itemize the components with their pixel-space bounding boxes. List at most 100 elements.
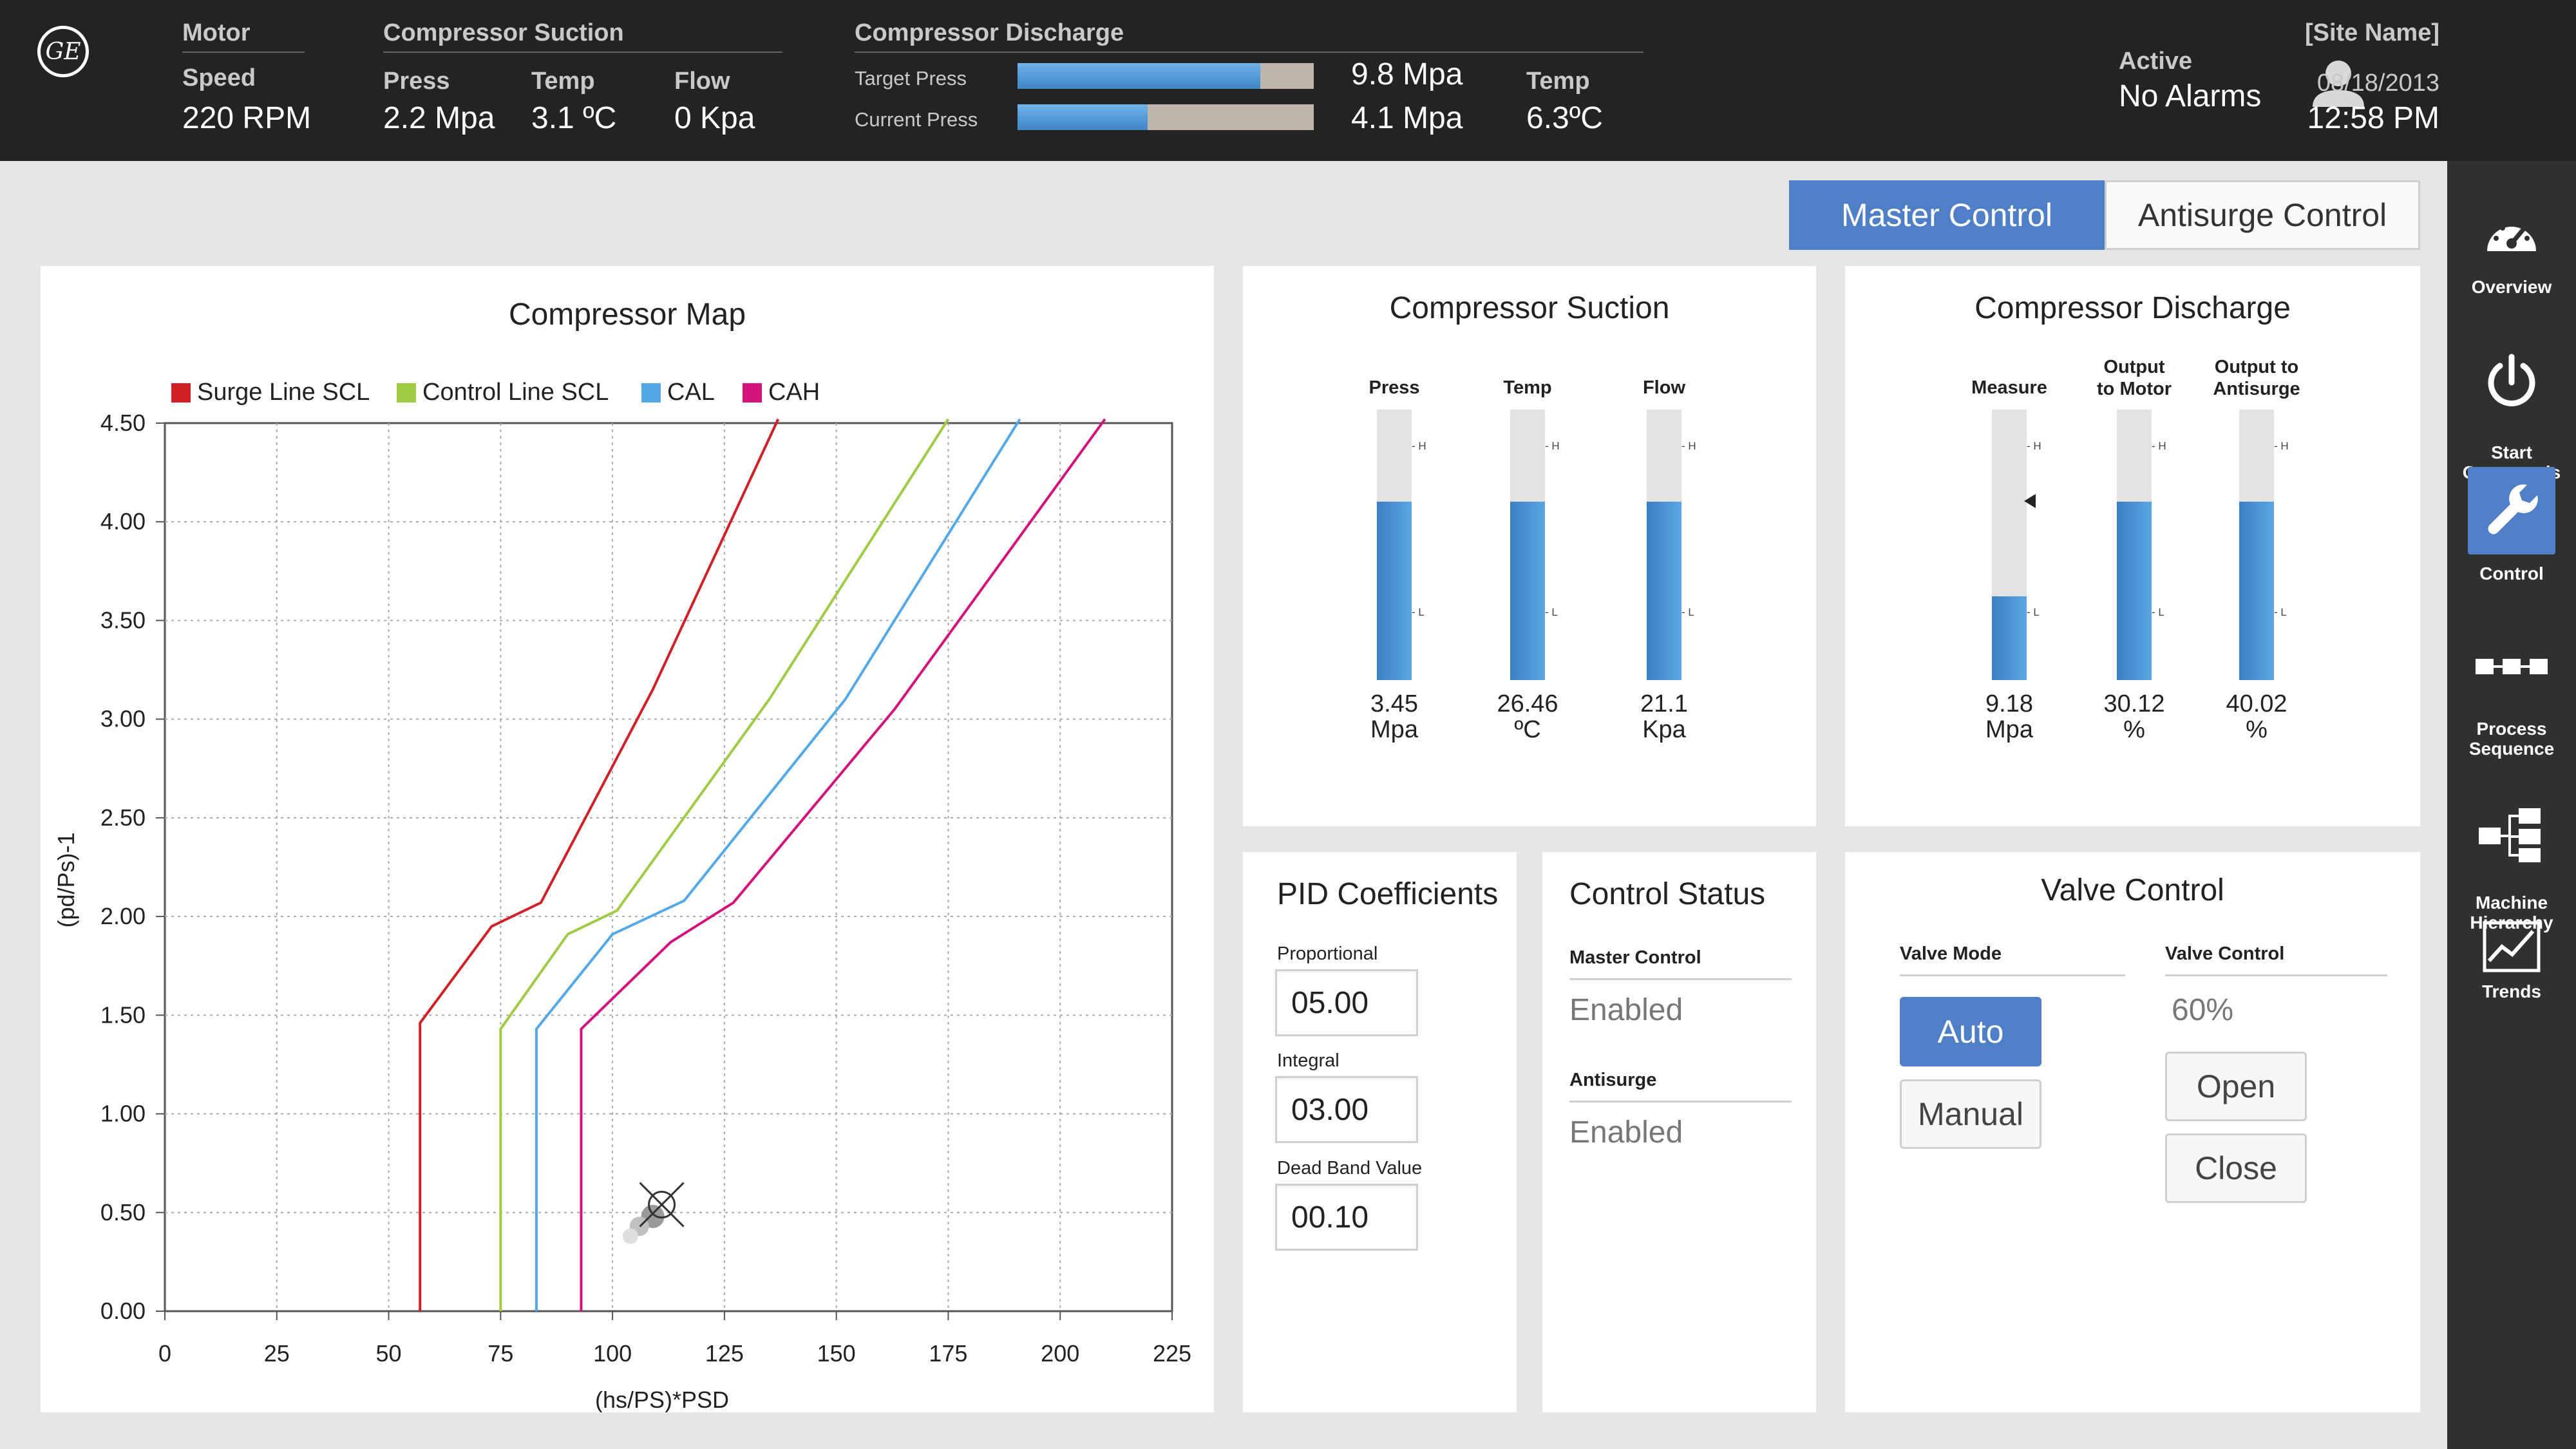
gauge-icon bbox=[2487, 222, 2536, 251]
valve-position-value: 60% bbox=[2172, 993, 2234, 1027]
control-status-title: Control Status bbox=[1569, 877, 1766, 911]
gauge-value-unit: Mpa bbox=[1370, 716, 1418, 743]
x-tick-label: 75 bbox=[488, 1340, 513, 1367]
control-status-panel: Control Status Master Control Enabled An… bbox=[1542, 852, 1816, 1412]
auto-mode-button[interactable]: Auto bbox=[1900, 997, 2041, 1066]
nav-control-label: Control bbox=[2479, 564, 2544, 583]
discharge-temp-value: 6.3ºC bbox=[1526, 101, 1603, 135]
suction-gauge-value: 3.45 Mpa bbox=[1330, 691, 1459, 743]
x-tick-label: 225 bbox=[1153, 1340, 1191, 1367]
dead-band-label: Dead Band Value bbox=[1277, 1158, 1423, 1179]
current-press-value: 4.1 Mpa bbox=[1351, 101, 1463, 135]
low-limit-mark: - L bbox=[1681, 606, 1694, 618]
x-tick-label: 125 bbox=[705, 1340, 744, 1367]
series-line-3 bbox=[580, 418, 1106, 1311]
valve-mode-label: Valve Mode bbox=[1900, 943, 2002, 964]
series-line-1 bbox=[499, 418, 950, 1311]
y-tick-label: 4.00 bbox=[100, 508, 146, 535]
user-icon[interactable] bbox=[2309, 54, 2367, 112]
legend-label: Control Line SCL bbox=[422, 379, 609, 406]
y-tick-label: 2.50 bbox=[100, 804, 146, 831]
operating-point-cross bbox=[639, 1182, 685, 1227]
motor-divider bbox=[182, 52, 305, 53]
dead-band-input[interactable]: 00.10 bbox=[1275, 1184, 1418, 1251]
legend-cal: CAL bbox=[641, 379, 715, 406]
discharge-gauge-label: Measure bbox=[1971, 377, 2047, 398]
suction-gauge-label: Flow bbox=[1642, 377, 1686, 398]
suction-gauge-bar bbox=[1510, 410, 1545, 680]
suction-gauge-bar bbox=[1377, 410, 1412, 680]
y-axis-label: (pd/Ps)-1 bbox=[53, 832, 79, 927]
current-press-bar bbox=[1018, 104, 1314, 130]
discharge-divider bbox=[855, 52, 1643, 53]
nav-machine-hierarchy[interactable]: Machine Hierarchy bbox=[2447, 786, 2576, 933]
integral-label: Integral bbox=[1277, 1050, 1340, 1071]
gauge-value-unit: % bbox=[2246, 716, 2268, 743]
compressor-map-title: Compressor Map bbox=[508, 298, 746, 332]
valve-open-button[interactable]: Open bbox=[2165, 1052, 2307, 1121]
trends-icon bbox=[2483, 921, 2541, 972]
high-limit-mark: - H bbox=[2274, 440, 2289, 452]
alarm-text[interactable]: No Alarms bbox=[2119, 79, 2262, 113]
x-tick-label: 200 bbox=[1041, 1340, 1079, 1367]
integral-input[interactable]: 03.00 bbox=[1275, 1076, 1418, 1143]
suction-gauge-label: Temp bbox=[1503, 377, 1552, 398]
nav-process-sequence-label: Process Sequence bbox=[2468, 719, 2555, 759]
x-axis-label: (hs/PS)*PSD bbox=[595, 1387, 729, 1412]
high-limit-mark: - H bbox=[2027, 440, 2041, 452]
motor-title: Motor bbox=[182, 19, 251, 46]
gauge-value-unit: Kpa bbox=[1642, 716, 1686, 743]
discharge-panel-title: Compressor Discharge bbox=[1975, 291, 2291, 325]
y-tick-label: 3.50 bbox=[100, 607, 146, 633]
x-tick-label: 0 bbox=[158, 1340, 171, 1367]
current-time: 12:58 PM bbox=[2307, 101, 2439, 135]
manual-mode-button[interactable]: Manual bbox=[1900, 1079, 2041, 1149]
discharge-gauge-fill bbox=[2117, 501, 2152, 680]
nav-trends-label: Trends bbox=[2482, 981, 2541, 1001]
master-control-status-value: Enabled bbox=[1569, 993, 1683, 1027]
compressor-map-chart[interactable]: 0 25 50 75 100 125 150 175 200 225 0.00 0.50 1.00 1.5… bbox=[41, 266, 1214, 1412]
low-limit-mark: - L bbox=[2274, 606, 2287, 618]
suction-gauge-fill bbox=[1377, 501, 1412, 680]
compressor-discharge-panel: Compressor Discharge Measure - H - L 9.18 Mp… bbox=[1845, 266, 2420, 826]
valve-close-button[interactable]: Close bbox=[2165, 1133, 2307, 1203]
valve-control-panel: Valve Control Valve Mode Auto Manual Val… bbox=[1845, 852, 2420, 1412]
discharge-temp-label: Temp bbox=[1526, 68, 1590, 95]
nav-overview[interactable]: Overview bbox=[2447, 206, 2576, 297]
nav-control[interactable]: Control bbox=[2447, 467, 2576, 583]
suction-gauge-value: 21.1 Kpa bbox=[1600, 691, 1728, 743]
tab-antisurge-control[interactable]: Antisurge Control bbox=[2105, 180, 2420, 250]
suction-divider bbox=[383, 52, 782, 53]
setpoint-arrow-icon bbox=[2024, 493, 2036, 508]
proportional-input[interactable]: 05.00 bbox=[1275, 969, 1418, 1036]
discharge-gauge-bar bbox=[2117, 410, 2152, 680]
valve-control-label: Valve Control bbox=[2165, 943, 2285, 964]
legend-label: CAL bbox=[667, 379, 715, 406]
x-tick-label: 25 bbox=[264, 1340, 290, 1367]
tab-master-control[interactable]: Master Control bbox=[1789, 180, 2105, 250]
proportional-label: Proportional bbox=[1277, 943, 1378, 964]
nav-overview-label: Overview bbox=[2471, 277, 2552, 297]
suction-gauge-label: Press bbox=[1368, 377, 1420, 398]
valve-control-title: Valve Control bbox=[2041, 873, 2224, 907]
nav-trends[interactable]: Trends bbox=[2447, 921, 2576, 1001]
wrench-icon bbox=[2468, 467, 2555, 554]
motor-speed-value: 220 RPM bbox=[182, 101, 312, 135]
current-press-label: Current Press bbox=[855, 108, 978, 131]
gauge-value-number: 26.46 bbox=[1497, 690, 1558, 717]
suction-gauge-value: 26.46 ºC bbox=[1463, 691, 1592, 743]
discharge-gauge-bar bbox=[1992, 410, 2027, 680]
target-press-value: 9.8 Mpa bbox=[1351, 57, 1463, 91]
suction-flow-label: Flow bbox=[674, 68, 730, 95]
current-press-fill bbox=[1018, 104, 1148, 130]
valve-mode-divider bbox=[1900, 974, 2125, 976]
discharge-gauge-fill bbox=[2239, 501, 2274, 680]
alarm-status-label: Active bbox=[2119, 48, 2193, 75]
legend-swatch bbox=[397, 383, 416, 402]
discharge-gauge-value: 30.12% bbox=[2070, 691, 2199, 743]
nav-start-commands[interactable]: Start Commands bbox=[2447, 332, 2576, 482]
high-limit-mark: - H bbox=[1545, 440, 1560, 452]
discharge-gauge-label: Output to Motor bbox=[2097, 357, 2172, 399]
nav-process-sequence[interactable]: Process Sequence bbox=[2447, 625, 2576, 759]
suction-header-title: Compressor Suction bbox=[383, 19, 624, 46]
